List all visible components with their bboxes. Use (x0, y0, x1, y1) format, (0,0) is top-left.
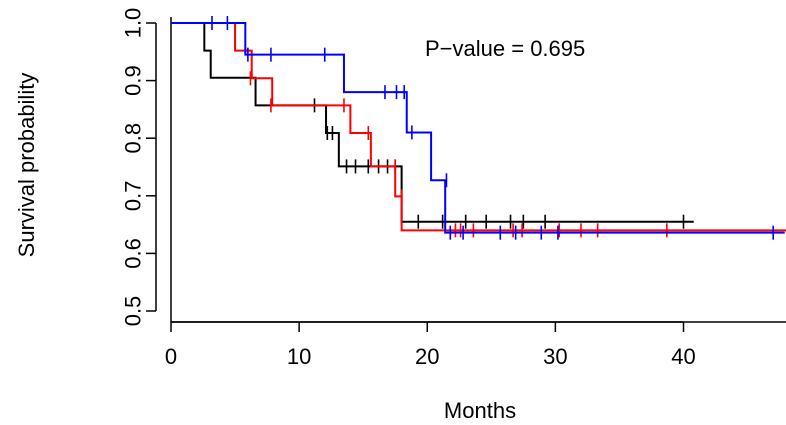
y-tick-label: 1.0 (121, 8, 146, 39)
axes: 0.5 0.6 0.7 0.8 0.9 1.0 0 10 20 30 40 (121, 8, 786, 369)
y-tick-label: 0.9 (121, 65, 146, 96)
x-tick-label: 0 (165, 344, 177, 369)
series-3 (171, 16, 785, 240)
x-tick-label: 20 (415, 344, 439, 369)
x-tick-label: 30 (543, 344, 567, 369)
y-tick-label: 0.7 (121, 181, 146, 212)
y-tick-label: 0.8 (121, 123, 146, 154)
y-axis-label: Survival probability (14, 73, 39, 258)
series-layer (171, 16, 786, 240)
x-axis-label: Months (444, 398, 516, 423)
survival-curve (171, 22, 785, 234)
y-tick-label: 0.5 (121, 296, 146, 327)
series-2 (171, 22, 786, 238)
survival-curve (171, 22, 786, 232)
y-tick-label: 0.6 (121, 238, 146, 269)
p-value-annotation: P−value = 0.695 (425, 36, 585, 61)
x-tick-label: 10 (287, 344, 311, 369)
x-tick-label: 40 (671, 344, 695, 369)
